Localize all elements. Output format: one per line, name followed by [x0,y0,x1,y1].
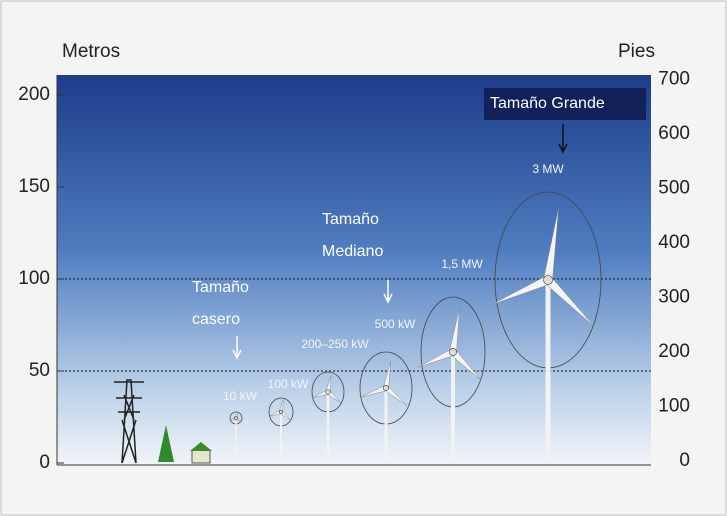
left-axis-title: Metros [62,41,120,62]
right-tick-label: 600 [658,123,690,144]
sky [57,75,651,465]
turbine-label: 3 MW [532,162,564,176]
left-tick-label: 200 [18,84,50,105]
turbine-label: 200–250 kW [301,337,369,351]
left-tick-label: 150 [18,176,50,197]
left-tick-label: 0 [39,452,50,473]
group-label: Tamaño Grande [490,95,605,112]
page: Metros Pies 0 50 100 150 200 0 100 200 300 400 500… [0,0,727,516]
left-tick-label: 50 [29,360,50,381]
turbine-label: 500 kW [375,317,416,331]
left-tick-label: 100 [18,268,50,289]
group-label: Tamaño [322,211,379,228]
right-axis-title: Pies [618,41,655,62]
right-tick-label: 700 [658,69,690,90]
hub [279,410,283,414]
group-label: casero [192,311,240,328]
infographic: Metros Pies 0 50 100 150 200 0 100 200 300 400 500… [0,0,727,516]
right-tick-label: 200 [658,341,690,362]
hub [449,348,456,355]
right-tick-label: 400 [658,232,690,253]
house [192,450,210,463]
right-tick-label: 100 [658,396,690,417]
right-tick-label: 500 [658,178,690,199]
turbine-label: 10 kW [223,389,258,403]
hub [235,417,238,420]
turbine-label: 100 kW [268,377,309,391]
hub [544,276,553,285]
right-tick-label: 300 [658,287,690,308]
group-label: Mediano [322,243,383,260]
hub [383,385,388,390]
hub [326,390,331,395]
group-label: Tamaño [192,279,249,296]
turbine-label: 1,5 MW [441,257,483,271]
right-tick-label: 0 [679,450,690,471]
